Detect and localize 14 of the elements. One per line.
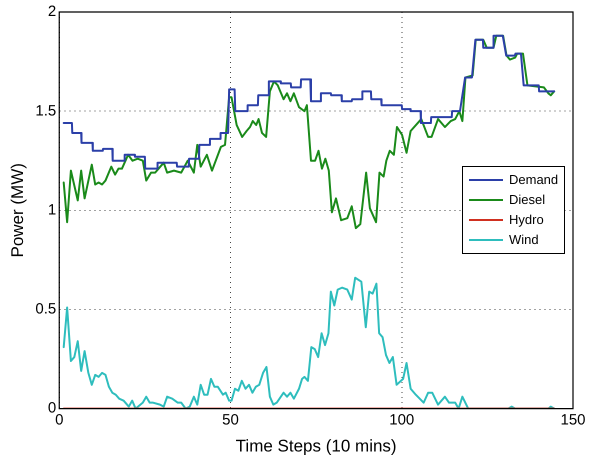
y-tick-label: 2	[48, 3, 56, 20]
y-axis-title: Power (MW)	[8, 163, 27, 258]
legend-label: Diesel	[509, 191, 546, 210]
y-tick-label: 1	[48, 201, 56, 218]
x-tick-label: 50	[222, 412, 239, 429]
legend-label: Wind	[509, 231, 539, 250]
legend-label: Hydro	[509, 211, 544, 230]
x-tick-label: 100	[389, 412, 414, 429]
x-tick-label: 150	[560, 412, 586, 429]
y-tick-label: 1.5	[35, 102, 56, 120]
legend-label: Demand	[509, 171, 558, 190]
x-axis-title: Time Steps (10 mins)	[236, 436, 397, 456]
y-tick-label: 0.5	[35, 300, 56, 318]
y-tick-label: 0	[48, 400, 56, 417]
